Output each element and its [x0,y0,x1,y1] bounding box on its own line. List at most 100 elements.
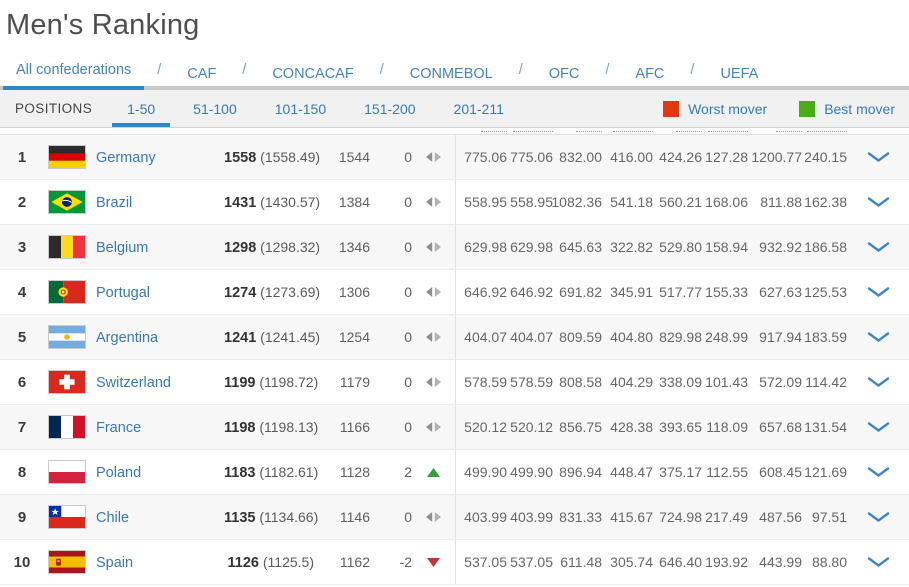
value-col-7: 1200.77 [751,149,802,165]
movement-indicator [412,196,455,208]
value-col-1: 578.59 [455,360,507,404]
country-link[interactable]: Belgium [96,239,149,256]
expand-row-button[interactable] [847,286,909,298]
best-mover-legend: Best mover [799,100,895,117]
movement-indicator [412,331,455,343]
table-row-germany: 1 Germany 1558 (1558.49) 1544 0 775.06 775.06 8… [0,135,909,180]
points: 1274 (1273.69) [224,283,321,301]
value-col-3: 611.48 [560,554,602,570]
expand-row-button[interactable] [847,511,909,523]
confederation-tab-all-confederations[interactable]: All confederations [3,55,145,90]
positions-tab-101-150[interactable]: 101-150 [274,100,327,117]
country-link[interactable]: Argentina [96,329,159,346]
clipped-column-header: avg [807,129,847,132]
expand-row-button[interactable] [847,331,909,343]
value-col-5: 829.98 [659,329,702,345]
value-col-4: 448.47 [610,464,653,480]
flag-chile-icon [44,505,96,529]
expand-chevron-icon [867,466,889,477]
country-link[interactable]: Spain [96,554,134,571]
positions-tab-151-200[interactable]: 151-200 [364,100,416,117]
country-link[interactable]: Switzerland [96,374,171,391]
previous-points: 1544 [338,149,370,165]
value-col-3: 856.75 [559,419,602,435]
value-col-2: 578.59 [510,374,553,390]
no-change-icon [426,422,441,432]
points: 1558 (1558.49) [224,148,321,166]
country-link[interactable]: Chile [96,509,130,526]
tab-separator: / [157,62,162,78]
confederation-tab-ofc[interactable]: OFC [548,66,580,82]
confederation-tab-concacaf[interactable]: CONCACAF [272,66,354,82]
flag-france-icon [44,415,96,439]
expand-row-button[interactable] [847,466,909,478]
value-col-5: 646.40 [659,554,702,570]
value-col-4: 322.82 [610,239,653,255]
positions-bar: POSITIONS 1-50 51-100 101-150 151-200 201-21… [0,90,909,128]
value-col-3: 645.63 [559,239,602,255]
expand-row-button[interactable] [847,376,909,388]
value-col-2: 404.07 [510,329,553,345]
value-col-2: 629.98 [510,239,553,255]
confederation-tab-conmebol[interactable]: CONMEBOL [409,66,493,82]
value-col-8: 183.59 [804,329,847,345]
confederation-tab-uefa[interactable]: UEFA [720,66,759,82]
expand-row-button[interactable] [847,421,909,433]
positions-tab-1-50[interactable]: 1-50 [112,90,170,127]
value-col-3: 831.33 [559,509,602,525]
confederation-tab-caf[interactable]: CAF [187,66,217,82]
value-col-6: 155.33 [705,284,748,300]
value-col-4: 428.38 [610,419,653,435]
value-col-1: 404.07 [455,315,507,359]
rank-down-icon [427,557,440,567]
expand-row-button[interactable] [847,556,909,568]
value-col-1: 499.90 [455,450,507,494]
worst-mover-legend: Worst mover [663,100,768,117]
value-col-7: 608.45 [759,464,802,480]
no-change-icon [426,287,441,297]
points: 1126 (1125.5) [227,553,314,571]
value-col-6: 101.43 [705,374,748,390]
country-name: Argentina [96,329,224,346]
rank-number: 3 [17,238,27,256]
points: 1135 (1134.66) [224,508,319,526]
expand-row-button[interactable] [847,196,909,208]
table-row-chile: 9 Chile 1135 (1134.66) 1146 0 403.99 403.99 831… [0,495,909,540]
positions-tab-201-211[interactable]: 201-211 [453,100,504,117]
rank-change: 0 [404,149,412,165]
value-col-8: 114.42 [805,374,847,390]
value-col-8: 131.54 [804,419,847,435]
value-col-1: 646.92 [455,270,507,314]
expand-row-button[interactable] [847,241,909,253]
value-col-1: 558.95 [455,180,507,224]
page-title: Men's Ranking [6,9,200,41]
positions-tab-51-100[interactable]: 51-100 [193,100,237,117]
no-change-icon [426,332,441,342]
value-col-4: 404.80 [610,329,653,345]
country-link[interactable]: Poland [96,464,142,481]
expand-row-button[interactable] [847,151,909,163]
value-col-8: 162.38 [804,194,847,210]
value-col-1: 403.99 [455,495,507,539]
rank-number: 9 [17,508,27,526]
movement-indicator [412,241,455,253]
country-name: France [96,419,224,436]
flag-brazil-icon [44,190,96,214]
previous-points: 1128 [339,464,370,480]
value-col-8: 121.69 [804,464,847,480]
tab-separator: / [242,62,247,78]
expand-chevron-icon [867,556,889,567]
flag-spain-icon [44,550,96,574]
value-col-7: 932.92 [759,239,802,255]
country-link[interactable]: Brazil [96,194,133,211]
country-link[interactable]: Germany [96,149,156,166]
clipped-column-header: avg [513,129,553,132]
country-link[interactable]: Portugal [96,284,151,301]
expand-chevron-icon [867,421,889,432]
worst-mover-label: Worst mover [688,100,768,117]
confederation-tab-afc[interactable]: AFC [635,66,665,82]
value-col-1: 537.05 [455,540,507,584]
table-row-france: 7 France 1198 (1198.13) 1166 0 520.12 520.12 85… [0,405,909,450]
country-link[interactable]: France [96,419,142,436]
value-col-8: 186.58 [804,239,847,255]
